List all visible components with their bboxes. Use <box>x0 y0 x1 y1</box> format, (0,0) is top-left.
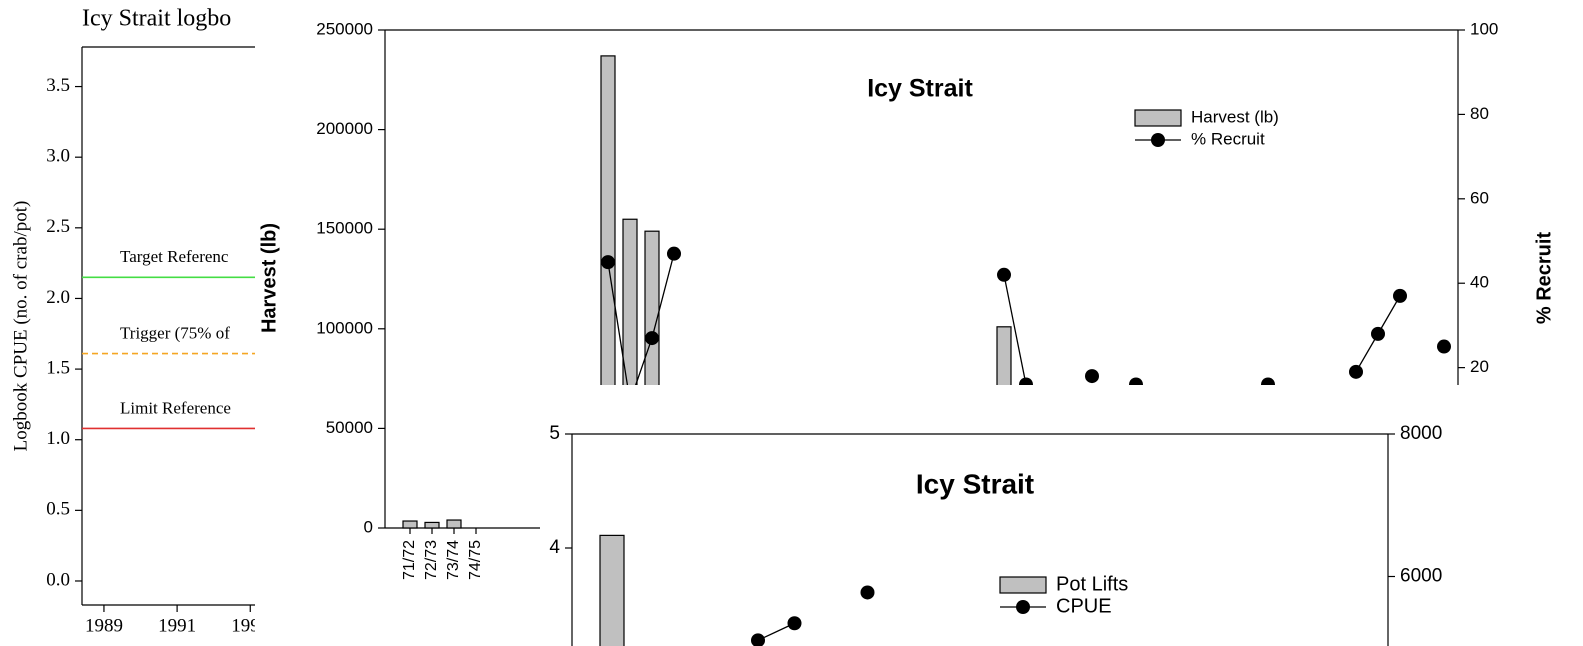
x-tick-label: 71/72 <box>401 540 418 580</box>
y-tick-label: 0 <box>364 517 373 536</box>
point <box>645 331 659 346</box>
legend-label: CPUE <box>1056 595 1112 617</box>
y2-tick-label: 40 <box>1470 273 1489 292</box>
y-tick-label: 2.5 <box>46 216 70 237</box>
x-tick-label: 73/74 <box>445 540 462 580</box>
y2-tick-label: 20 <box>1470 357 1489 376</box>
point <box>1085 369 1099 384</box>
x-tick-label: 1989 <box>85 615 123 636</box>
y-tick-label: 200000 <box>316 119 373 138</box>
bar <box>402 520 418 529</box>
bar <box>424 521 440 529</box>
y2-tick-label: 100 <box>1470 19 1498 38</box>
legend-label: % Recruit <box>1191 129 1265 148</box>
point <box>787 616 802 631</box>
reference-label: Target Referenc <box>120 247 229 266</box>
point <box>1371 326 1385 341</box>
reference-label: Limit Reference <box>120 398 231 417</box>
point <box>1349 364 1363 379</box>
y-tick-label: 250000 <box>316 19 373 38</box>
y-tick-label: 100000 <box>316 318 373 337</box>
y-tick-label: 50000 <box>326 418 373 437</box>
y2-tick-label: 80 <box>1470 104 1489 123</box>
chart-title: Icy Strait <box>867 75 973 103</box>
y-axis-label: Logbook CPUE (no. of crab/pot) <box>10 201 31 452</box>
point <box>860 585 875 600</box>
y-tick-label: 4 <box>549 537 560 558</box>
chart-title: Icy Strait logbo <box>82 6 231 32</box>
y-tick-label: 1.0 <box>46 428 70 449</box>
y2-tick-label: 8000 <box>1400 423 1442 444</box>
bar <box>446 519 462 529</box>
y2-axis-label: % Recruit <box>1533 232 1555 325</box>
y-axis-label: Harvest (lb) <box>258 223 280 333</box>
panel-bg <box>540 385 1583 646</box>
point <box>1437 339 1451 354</box>
legend-label: Pot Lifts <box>1056 573 1128 595</box>
x-tick-label: 1993 <box>231 615 269 636</box>
x-tick-label: 74/75 <box>467 540 484 580</box>
point <box>751 633 765 646</box>
legend-label: Harvest (lb) <box>1191 107 1279 126</box>
y-tick-label: 2.0 <box>46 287 70 308</box>
chart-title: Icy Strait <box>916 468 1034 499</box>
legend-marker <box>1016 600 1030 614</box>
y2-tick-label: 60 <box>1470 188 1489 207</box>
point <box>997 267 1011 282</box>
y2-tick-label: 6000 <box>1400 566 1442 587</box>
y-tick-label: 3.0 <box>46 146 70 167</box>
y-tick-label: 1.5 <box>46 357 70 378</box>
x-tick-label: 72/73 <box>423 540 440 580</box>
point <box>601 255 615 270</box>
y-tick-label: 5 <box>549 423 560 444</box>
bar <box>599 534 625 646</box>
y-tick-label: 3.5 <box>46 75 70 96</box>
x-tick-label: 1991 <box>158 615 196 636</box>
point <box>1393 288 1407 303</box>
reference-label: Trigger (75% of <box>120 323 230 342</box>
y-tick-label: 150000 <box>316 219 373 238</box>
point <box>667 246 681 261</box>
y-tick-label: 0.0 <box>46 569 70 590</box>
legend-swatch <box>1134 109 1182 127</box>
legend-swatch <box>999 576 1047 594</box>
legend-marker <box>1151 133 1165 147</box>
y-tick-label: 0.5 <box>46 499 70 520</box>
logbook-panel: Icy Strait logbo 0.0 0.5 1.0 1.5 2.0 2.5 3.0 3.5… <box>10 6 269 636</box>
